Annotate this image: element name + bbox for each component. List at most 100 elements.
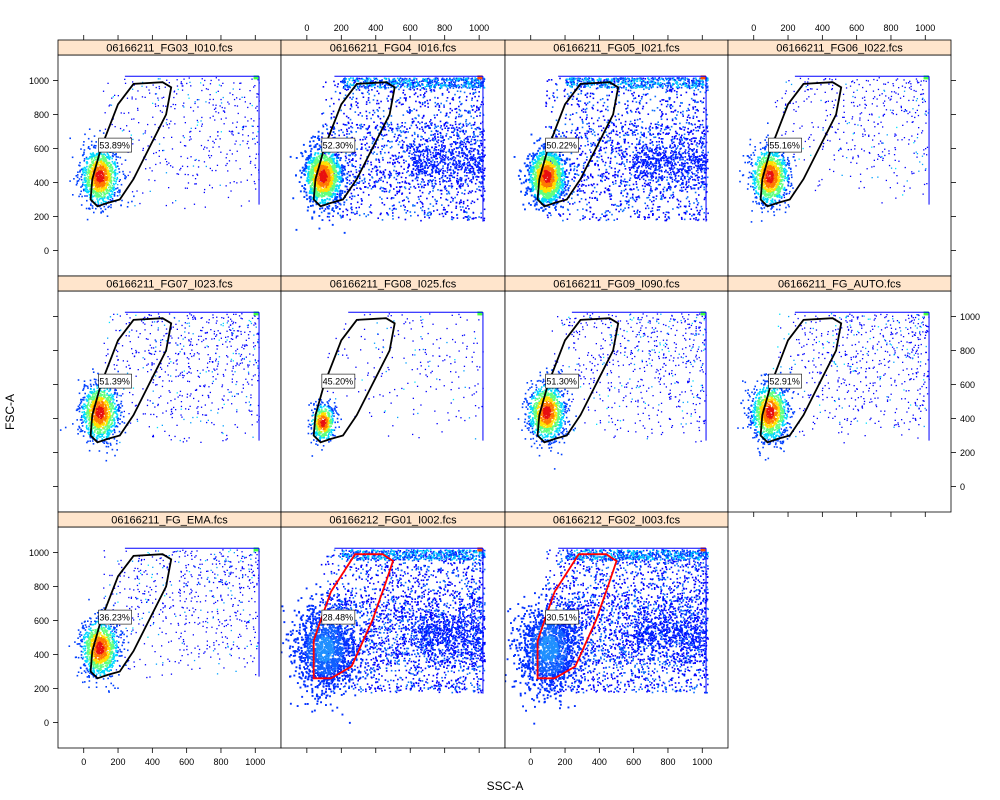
gate-polygon bbox=[536, 317, 620, 444]
gate-percent-label: 52.30% bbox=[323, 141, 354, 151]
gate-label-box bbox=[321, 137, 356, 153]
x-tick-label: 800 bbox=[213, 757, 228, 767]
y-tick-label: 1000 bbox=[29, 76, 49, 86]
y-tick-label: 600 bbox=[960, 380, 975, 390]
gate-label-box bbox=[98, 373, 132, 389]
panel-background bbox=[281, 291, 505, 512]
x-tick-label: 400 bbox=[815, 23, 830, 33]
gate-percent-label: 36.23% bbox=[99, 613, 130, 623]
strip-label: 06166212_FG02_I003.fcs bbox=[553, 515, 681, 527]
gate-label-box bbox=[321, 373, 356, 389]
gate-polygon bbox=[89, 553, 173, 680]
panel-3: 50.22% 06166211_FG05_I021.fcs bbox=[504, 39, 729, 277]
y-axis-label: FSC-A bbox=[3, 394, 17, 430]
y-tick-label: 200 bbox=[960, 448, 975, 458]
gate-label-box bbox=[98, 137, 132, 153]
density-points bbox=[289, 75, 486, 234]
y-tick-label: 200 bbox=[34, 212, 49, 222]
gate-polygon bbox=[759, 317, 843, 444]
panel-8: 52.91% 06166211_FG_AUTO.fcs bbox=[727, 275, 952, 513]
strip-label: 06166211_FG09_I090.fcs bbox=[553, 279, 680, 291]
x-tick-label: 600 bbox=[849, 23, 864, 33]
x-tick-label: 600 bbox=[179, 757, 194, 767]
panel-2: 52.30% 06166211_FG04_I016.fcs bbox=[280, 39, 506, 277]
gate-label-box bbox=[321, 609, 356, 625]
x-tick-label: 1000 bbox=[692, 757, 712, 767]
strip-label: 06166211_FG06_I022.fcs bbox=[776, 43, 903, 55]
gate-percent-label: 52.91% bbox=[769, 377, 800, 387]
gate-percent-label: 45.20% bbox=[323, 377, 354, 387]
density-points bbox=[281, 547, 486, 724]
x-tick-label: 200 bbox=[111, 757, 126, 767]
x-tick-label: 600 bbox=[403, 23, 418, 33]
y-tick-label: 0 bbox=[44, 246, 49, 256]
gate-polygon bbox=[759, 81, 843, 208]
gate-polygon bbox=[312, 81, 396, 208]
x-tick-label: 1000 bbox=[915, 23, 935, 33]
x-tick-label: 0 bbox=[304, 23, 309, 33]
density-points bbox=[307, 311, 484, 457]
x-tick-label: 800 bbox=[437, 23, 452, 33]
axes-layer: 0 200 400 600 800 1000 0 200 400 600 800 1000 0 200 40… bbox=[29, 23, 980, 767]
gate-label-box bbox=[98, 609, 132, 625]
panels-layer: 53.89% 06166211_FG03_I010.fcs 52.30% 061662… bbox=[57, 39, 952, 749]
gate-polygon bbox=[89, 317, 173, 444]
strip-label: 06166211_FG05_I021.fcs bbox=[553, 43, 680, 55]
y-tick-label: 600 bbox=[34, 144, 49, 154]
panel-9: 36.23% 06166211_FG_EMA.fcs bbox=[57, 511, 282, 749]
gate-percent-label: 53.89% bbox=[99, 141, 130, 151]
y-tick-label: 400 bbox=[34, 178, 49, 188]
density-points bbox=[517, 311, 707, 470]
strip-label: 06166211_FG08_I025.fcs bbox=[330, 279, 457, 291]
x-tick-label: 0 bbox=[81, 757, 86, 767]
x-tick-label: 1000 bbox=[245, 757, 265, 767]
gate-percent-label: 28.48% bbox=[323, 613, 354, 623]
gate-percent-label: 51.30% bbox=[546, 377, 577, 387]
gate-label-box bbox=[545, 137, 579, 153]
strip-label: 06166211_FG03_I010.fcs bbox=[106, 43, 233, 55]
y-tick-label: 800 bbox=[960, 346, 975, 356]
y-tick-label: 800 bbox=[34, 582, 49, 592]
panel-5: 51.39% 06166211_FG07_I023.fcs bbox=[57, 275, 282, 513]
gate-percent-label: 55.16% bbox=[769, 141, 800, 151]
panel-7: 51.30% 06166211_FG09_I090.fcs bbox=[504, 275, 729, 513]
x-tick-label: 400 bbox=[592, 757, 607, 767]
x-tick-label: 0 bbox=[751, 23, 756, 33]
strip-background bbox=[504, 511, 729, 528]
gate-polygon bbox=[312, 553, 395, 680]
strip-background bbox=[727, 275, 952, 292]
y-tick-label: 1000 bbox=[29, 548, 49, 558]
strip-label: 06166211_FG_EMA.fcs bbox=[111, 515, 228, 527]
strip-label: 06166211_FG04_I016.fcs bbox=[330, 43, 457, 55]
gate-percent-label: 51.39% bbox=[99, 377, 130, 387]
x-tick-label: 800 bbox=[883, 23, 898, 33]
y-tick-label: 400 bbox=[960, 414, 975, 424]
gate-polygon bbox=[312, 317, 396, 444]
gate-polygon bbox=[89, 81, 173, 208]
gate-label-box bbox=[545, 609, 579, 625]
panel-4: 55.16% 06166211_FG06_I022.fcs bbox=[727, 39, 952, 277]
gate-polygon bbox=[536, 553, 618, 680]
panel-6: 45.20% 06166211_FG08_I025.fcs bbox=[280, 275, 506, 513]
y-tick-label: 600 bbox=[34, 616, 49, 626]
x-tick-label: 0 bbox=[528, 757, 533, 767]
panel-1: 53.89% 06166211_FG03_I010.fcs bbox=[57, 39, 282, 277]
x-tick-label: 400 bbox=[145, 757, 160, 767]
x-tick-label: 800 bbox=[660, 757, 675, 767]
y-tick-label: 1000 bbox=[960, 312, 980, 322]
gate-percent-label: 50.22% bbox=[546, 141, 577, 151]
x-tick-label: 200 bbox=[334, 23, 349, 33]
y-tick-label: 800 bbox=[34, 110, 49, 120]
panel-11: 30.51% 06166212_FG02_I003.fcs bbox=[504, 511, 729, 749]
x-tick-label: 200 bbox=[558, 757, 573, 767]
strip-label: 06166211_FG_AUTO.fcs bbox=[778, 279, 902, 291]
gate-percent-label: 30.51% bbox=[546, 613, 577, 623]
gate-label-box bbox=[768, 137, 802, 153]
y-tick-label: 0 bbox=[960, 482, 965, 492]
gate-label-box bbox=[545, 373, 579, 389]
density-points bbox=[68, 547, 260, 693]
strip-background bbox=[727, 39, 952, 56]
panel-10: 28.48% 06166212_FG01_I002.fcs bbox=[280, 511, 506, 749]
y-tick-label: 0 bbox=[44, 718, 49, 728]
